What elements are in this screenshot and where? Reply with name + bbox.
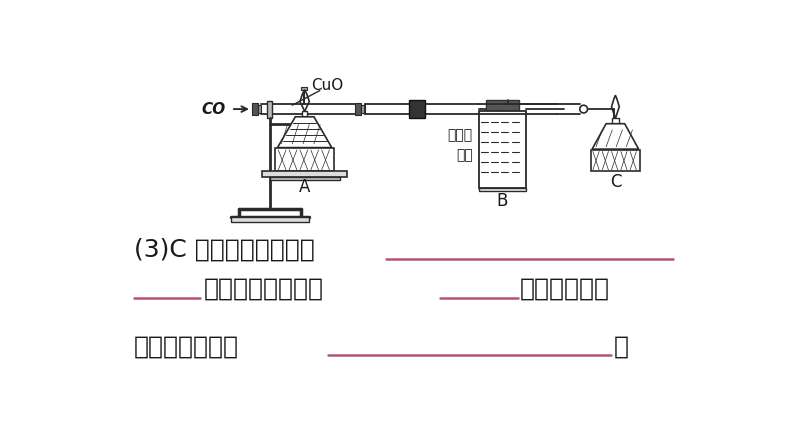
Circle shape <box>580 105 588 113</box>
Bar <box>262 172 347 177</box>
Bar <box>355 103 361 115</box>
Text: A: A <box>299 178 310 196</box>
Bar <box>258 105 261 113</box>
Text: 色火焰，反应: 色火焰，反应 <box>520 277 610 300</box>
Text: 的化学方程式是: 的化学方程式是 <box>134 334 239 358</box>
Bar <box>409 100 425 118</box>
Text: CO: CO <box>202 101 225 117</box>
Bar <box>591 150 640 172</box>
Text: C: C <box>610 173 621 191</box>
Bar <box>270 177 340 180</box>
Text: (3)C 处酒精灯的作用是: (3)C 处酒精灯的作用是 <box>134 238 315 262</box>
Text: 澄清石
灰水: 澄清石 灰水 <box>448 128 472 163</box>
Polygon shape <box>592 124 638 149</box>
Polygon shape <box>277 117 332 148</box>
Bar <box>276 148 334 172</box>
Bar <box>479 188 526 191</box>
Bar <box>252 103 258 115</box>
Bar <box>268 101 272 118</box>
Bar <box>486 100 518 110</box>
Bar <box>612 118 619 124</box>
Bar <box>303 111 307 117</box>
Text: B: B <box>496 193 508 211</box>
Bar <box>301 87 307 90</box>
Text: CuO: CuO <box>311 79 344 93</box>
Bar <box>479 110 526 188</box>
Bar <box>361 105 365 113</box>
Text: 。: 。 <box>614 334 629 358</box>
Bar <box>231 217 309 222</box>
Text: 。尾气燃烧时产生: 。尾气燃烧时产生 <box>204 277 324 300</box>
